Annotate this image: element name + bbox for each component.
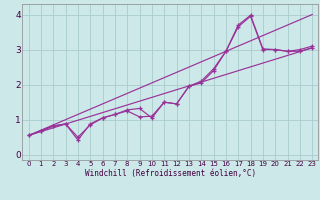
X-axis label: Windchill (Refroidissement éolien,°C): Windchill (Refroidissement éolien,°C) <box>85 169 256 178</box>
